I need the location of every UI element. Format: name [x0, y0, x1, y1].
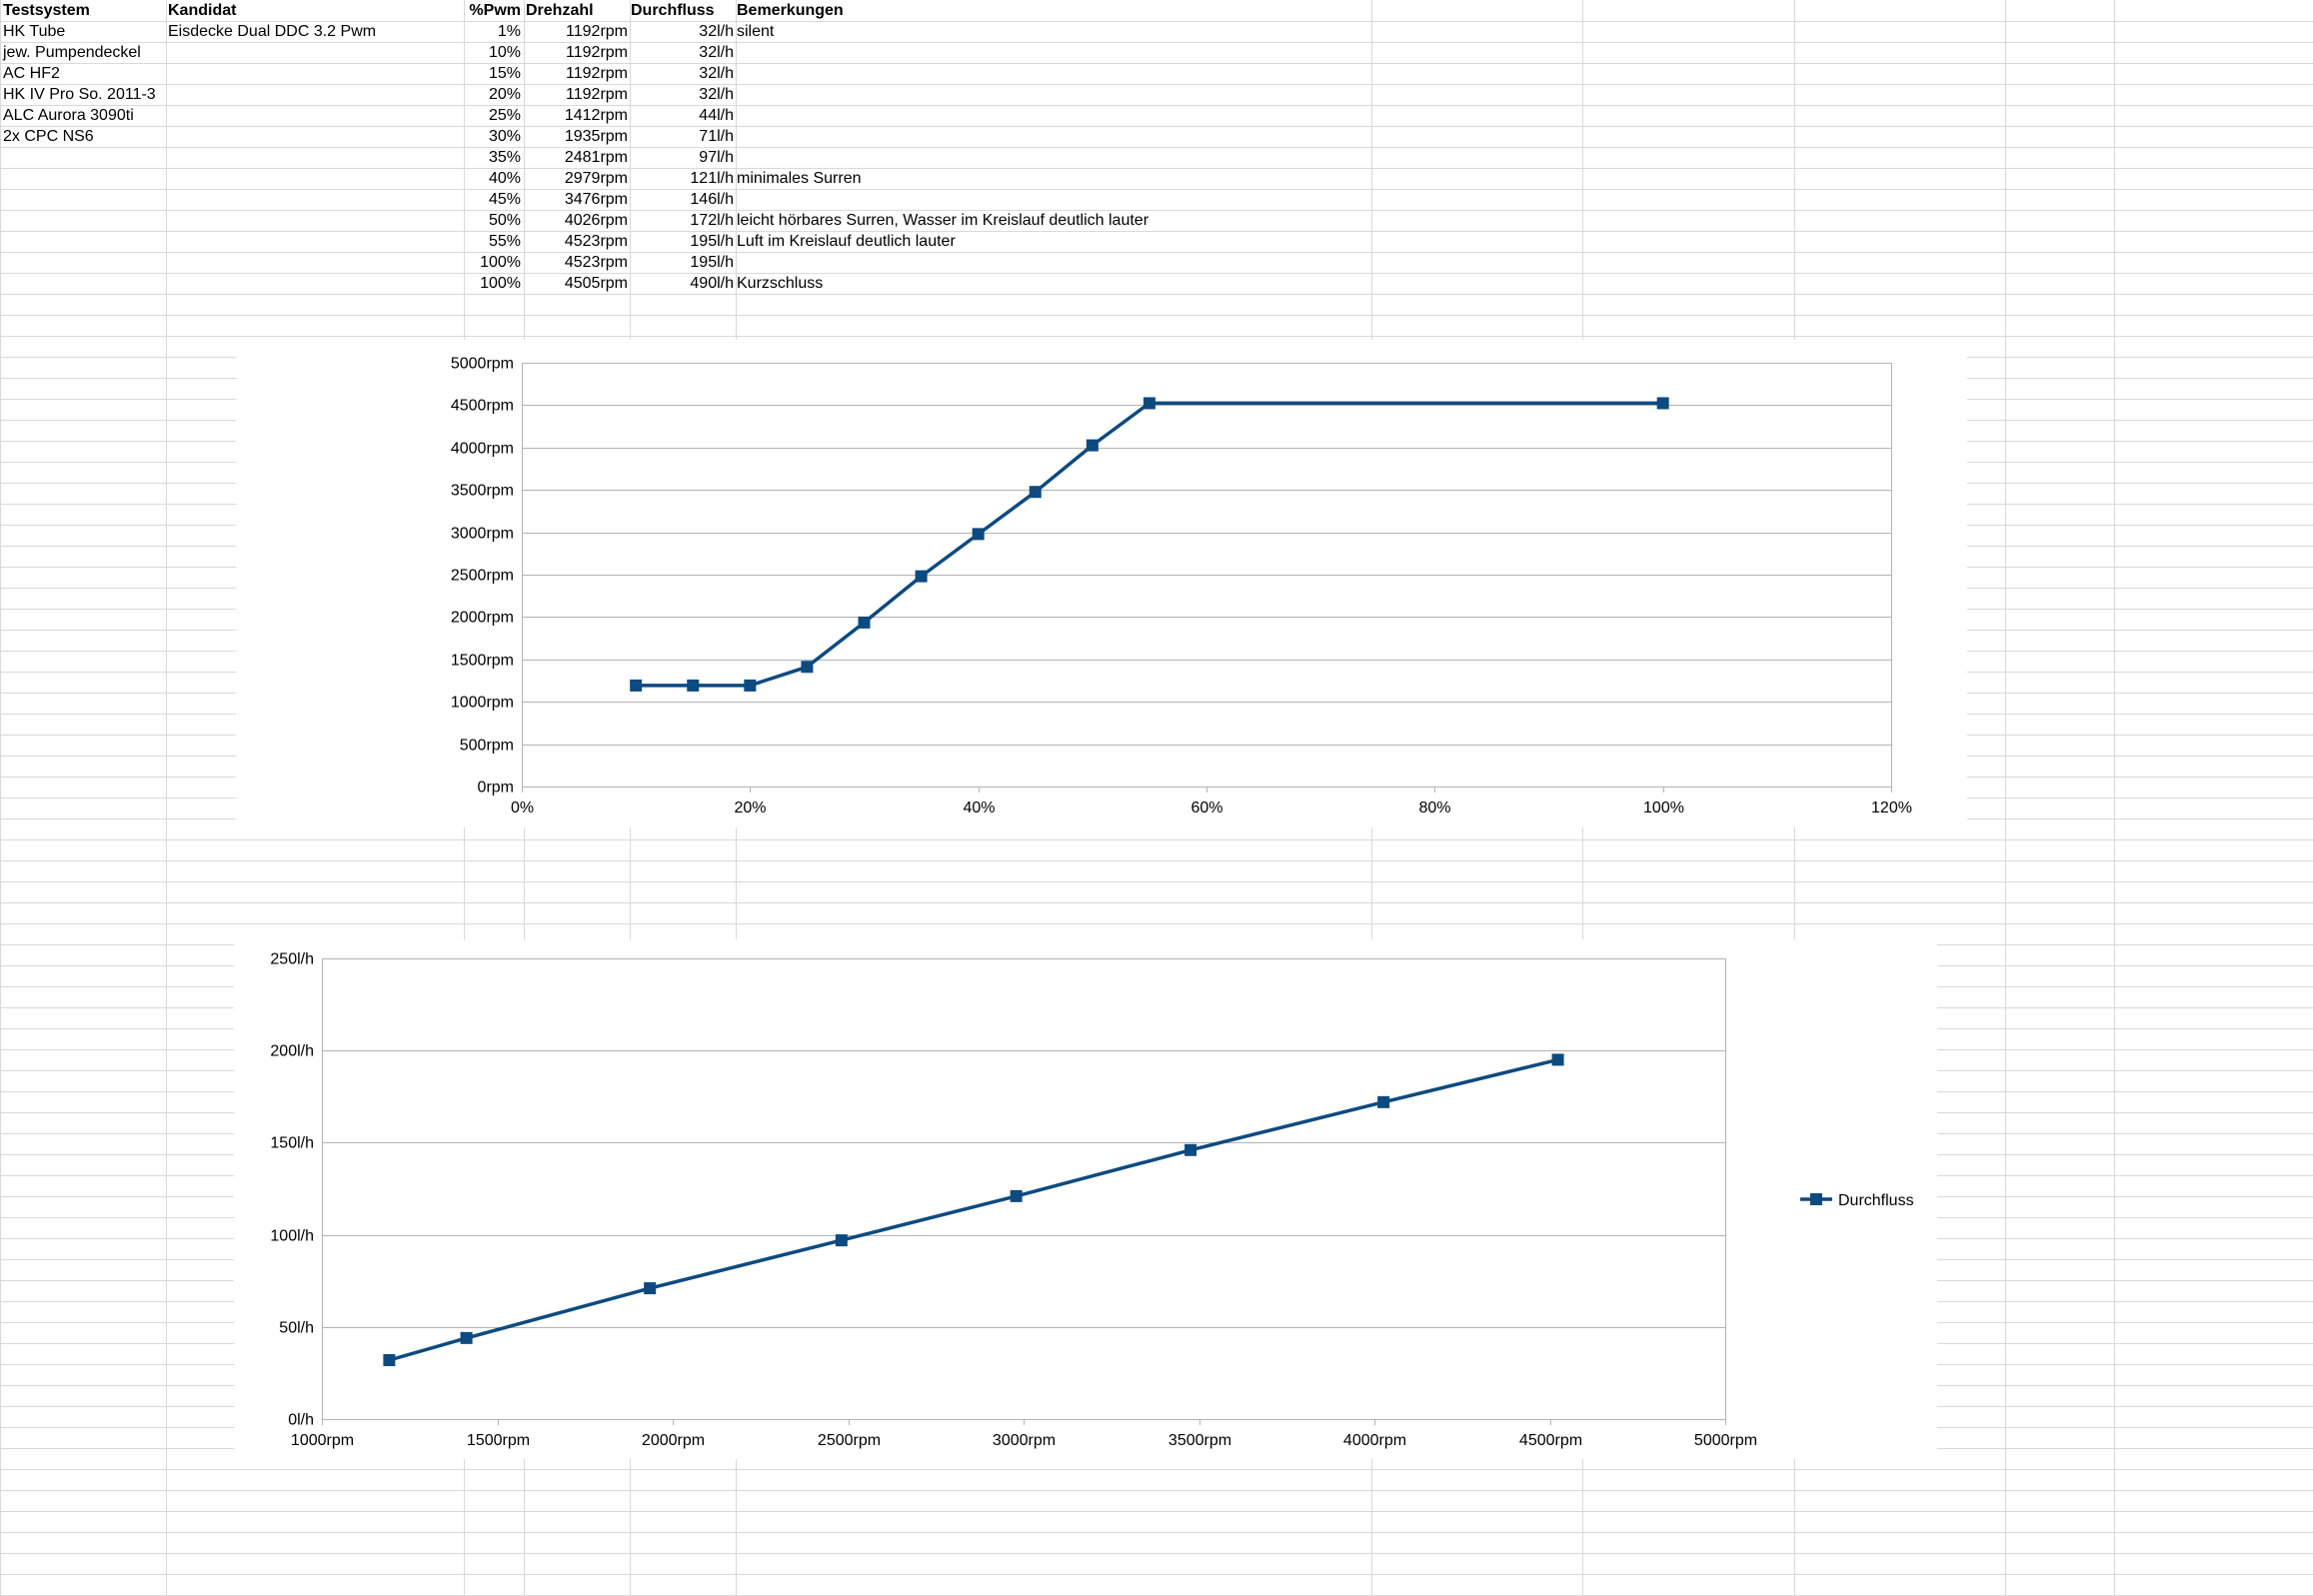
flow-cell[interactable]: 44l/h: [699, 107, 734, 124]
pwm-cell[interactable]: 10%: [488, 44, 521, 61]
header-pwm: %Pwm: [469, 2, 521, 19]
testsystem-cell[interactable]: 2x CPC NS6: [3, 128, 94, 145]
flow-cell[interactable]: 32l/h: [699, 23, 734, 40]
rpm-cell[interactable]: 1412rpm: [564, 107, 628, 124]
header-durchfluss: Durchfluss: [631, 2, 715, 19]
testsystem-cell[interactable]: jew. Pumpendeckel: [3, 44, 141, 61]
pwm-cell[interactable]: 100%: [480, 254, 521, 271]
pwm-cell[interactable]: 50%: [488, 212, 521, 229]
rpm-cell[interactable]: 1192rpm: [566, 23, 628, 40]
pwm-cell[interactable]: 15%: [488, 65, 521, 82]
pwm-cell[interactable]: 1%: [497, 23, 521, 40]
note-cell[interactable]: minimales Surren: [737, 170, 862, 187]
rpm-cell[interactable]: 2979rpm: [564, 170, 628, 187]
flow-cell[interactable]: 32l/h: [699, 86, 734, 103]
pwm-cell[interactable]: 35%: [488, 149, 521, 166]
flow-cell[interactable]: 195l/h: [690, 233, 734, 250]
flow-cell[interactable]: 32l/h: [699, 65, 734, 82]
note-cell[interactable]: silent: [737, 23, 775, 40]
pwm-cell[interactable]: 30%: [488, 128, 521, 145]
flow-cell[interactable]: 490l/h: [690, 275, 734, 292]
rpm-cell[interactable]: 1192rpm: [566, 44, 628, 61]
pwm-cell[interactable]: 100%: [480, 275, 521, 292]
header-testsystem: Testsystem: [3, 2, 90, 19]
rpm-cell[interactable]: 1192rpm: [566, 86, 628, 103]
rpm-cell[interactable]: 4523rpm: [564, 233, 628, 250]
header-bemerkungen: Bemerkungen: [737, 2, 844, 19]
rpm-cell[interactable]: 3476rpm: [564, 191, 628, 208]
testsystem-cell[interactable]: HK IV Pro So. 2011-3: [3, 86, 156, 103]
rpm-cell[interactable]: 1192rpm: [566, 65, 628, 82]
flow-cell[interactable]: 71l/h: [699, 128, 734, 145]
header-kandidat: Kandidat: [168, 2, 237, 19]
header-drehzahl: Drehzahl: [526, 2, 594, 19]
rpm-cell[interactable]: 1935rpm: [564, 128, 628, 145]
pwm-cell[interactable]: 25%: [488, 107, 521, 124]
testsystem-cell[interactable]: HK Tube: [3, 23, 66, 40]
rpm-cell[interactable]: 4523rpm: [564, 254, 628, 271]
rpm-cell[interactable]: 2481rpm: [564, 149, 628, 166]
kandidat-cell[interactable]: Eisdecke Dual DDC 3.2 Pwm: [168, 23, 377, 40]
rpm-cell[interactable]: 4505rpm: [564, 275, 628, 292]
flow-cell[interactable]: 32l/h: [699, 44, 734, 61]
flow-cell[interactable]: 172l/h: [690, 212, 734, 229]
pwm-cell[interactable]: 40%: [488, 170, 521, 187]
note-cell[interactable]: Luft im Kreislauf deutlich lauter: [737, 233, 956, 250]
flow-cell[interactable]: 146l/h: [690, 191, 734, 208]
note-cell[interactable]: leicht hörbares Surren, Wasser im Kreisl…: [737, 212, 1150, 229]
testsystem-cell[interactable]: ALC Aurora 3090ti: [3, 107, 134, 124]
pwm-cell[interactable]: 20%: [488, 86, 521, 103]
flow-cell[interactable]: 121l/h: [690, 170, 734, 187]
flow-cell[interactable]: 97l/h: [699, 149, 734, 166]
flow-cell[interactable]: 195l/h: [690, 254, 734, 271]
rpm-cell[interactable]: 4026rpm: [564, 212, 628, 229]
note-cell[interactable]: Kurzschluss: [737, 275, 824, 292]
pwm-cell[interactable]: 55%: [488, 233, 521, 250]
pwm-cell[interactable]: 45%: [488, 191, 521, 208]
testsystem-cell[interactable]: AC HF2: [3, 65, 60, 82]
